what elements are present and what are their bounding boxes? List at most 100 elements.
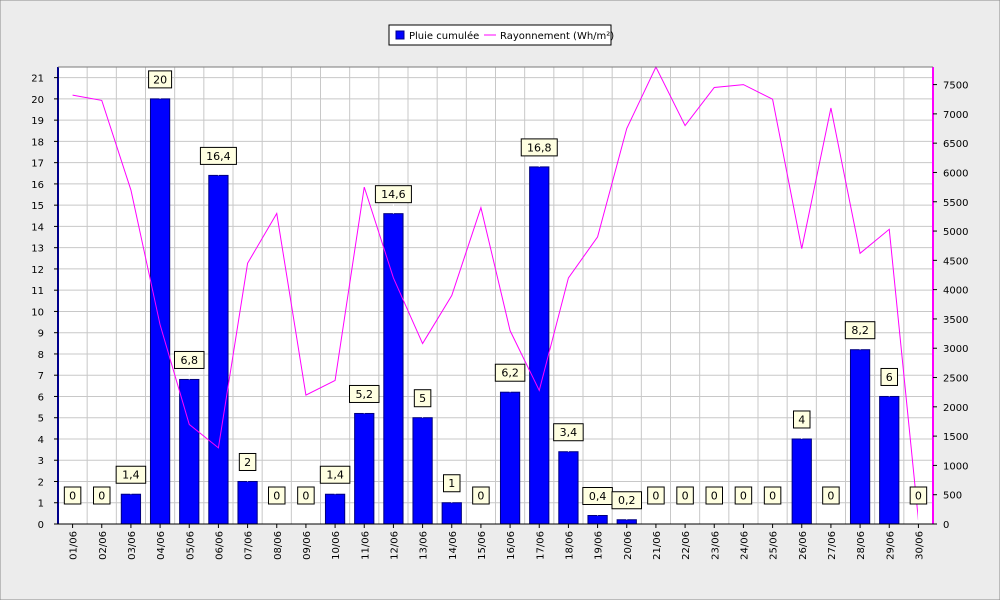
x-tick-label: 01/06 (69, 531, 80, 560)
data-label-box (793, 410, 811, 429)
x-tick-label: 29/06 (885, 531, 896, 560)
data-label-box (611, 491, 642, 510)
data-label: 0 (763, 486, 782, 524)
data-label: 0 (63, 486, 82, 524)
x-tick-label: 30/06 (914, 531, 925, 560)
left-tick-label: 9 (38, 329, 44, 340)
left-tick-label: 11 (31, 286, 44, 297)
left-tick-label: 10 (31, 307, 44, 318)
data-label-text: 16,8 (527, 141, 552, 154)
data-label-box (268, 486, 286, 505)
data-label-box (520, 138, 558, 157)
right-tick-label: 7000 (943, 110, 968, 121)
left-tick-label: 2 (38, 477, 44, 488)
left-tick-label: 12 (31, 265, 44, 276)
x-tick-label: 17/06 (535, 531, 546, 560)
data-label: 0,2 (611, 491, 642, 520)
data-label-box (880, 367, 898, 386)
right-tick-label: 6000 (943, 168, 968, 179)
legend-swatch-bar (395, 30, 405, 40)
data-label: 0 (822, 486, 840, 524)
data-label-box (844, 321, 876, 340)
x-tick-label: 13/06 (419, 531, 430, 560)
data-label-text: 0 (915, 490, 922, 503)
data-label: 1 (443, 474, 461, 503)
data-label-text: 0 (711, 490, 718, 503)
data-label-text: 0 (477, 490, 484, 503)
data-label-text: 0 (652, 490, 659, 503)
data-label: 0,4 (582, 486, 613, 516)
right-axis-ticks: 0 500 1000 1500 2000 2500 3000 3500 4000 4500 5000… (933, 81, 968, 531)
x-tick-label: 25/06 (769, 531, 780, 560)
right-tick-label: 2000 (943, 403, 968, 414)
left-tick-label: 15 (31, 201, 44, 212)
left-tick-label: 0 (38, 520, 44, 531)
right-tick-label: 500 (943, 491, 962, 502)
bar (324, 493, 346, 525)
data-label-box (297, 486, 315, 505)
bar (791, 438, 812, 525)
data-label-box (349, 384, 380, 403)
data-label: 0 (705, 486, 723, 524)
data-label-text: 0 (769, 490, 776, 503)
data-label-text: 0,2 (618, 494, 636, 507)
data-label-text: 8,2 (851, 324, 869, 337)
bar (149, 98, 171, 525)
data-label: 0 (297, 486, 315, 524)
data-label-box (319, 465, 351, 484)
right-tick-label: 1500 (943, 432, 968, 443)
data-label: 14,6 (374, 185, 412, 214)
left-tick-label: 8 (38, 350, 44, 361)
data-label-box (174, 350, 205, 369)
data-label-box (238, 452, 257, 471)
data-label-text: 0 (302, 490, 309, 503)
x-tick-label: 23/06 (710, 531, 721, 560)
right-tick-label: 2500 (943, 374, 968, 385)
data-label-box (115, 465, 147, 484)
data-label-text: 1,4 (122, 469, 140, 482)
left-tick-label: 17 (31, 159, 44, 170)
data-label-box (413, 389, 432, 408)
legend-box (388, 24, 612, 46)
bar (120, 493, 142, 525)
data-label-text: 6,2 (501, 367, 519, 380)
right-tick-label: 7500 (943, 81, 968, 92)
right-tick-label: 1000 (943, 461, 968, 472)
data-label-text: 16,4 (206, 150, 231, 163)
right-tick-label: 5000 (943, 227, 968, 238)
right-tick-label: 5500 (943, 198, 968, 209)
data-label-box (647, 486, 665, 505)
bar (587, 514, 608, 525)
x-tick-label: 18/06 (564, 531, 575, 560)
data-label-text: 0,4 (589, 490, 607, 503)
data-label: 0 (734, 486, 753, 524)
x-tick-label: 06/06 (214, 531, 225, 560)
data-label-box (443, 474, 461, 493)
x-tick-label: 24/06 (739, 531, 750, 560)
right-tick-label: 0 (943, 520, 949, 531)
x-tick-label: 12/06 (389, 531, 400, 560)
data-label-text: 0 (682, 490, 689, 503)
data-label: 1,4 (319, 465, 351, 495)
x-tick-label: 11/06 (360, 531, 371, 560)
data-label: 16,4 (199, 146, 237, 176)
data-label-box (374, 185, 412, 204)
left-tick-label: 3 (38, 456, 44, 467)
left-tick-label: 19 (31, 116, 44, 127)
x-tick-label: 20/06 (623, 531, 634, 560)
data-label: 8,2 (844, 321, 876, 350)
legend: Pluie cumulée Rayonnement (Wh/m²) (388, 24, 614, 46)
data-label: 5 (413, 389, 432, 418)
data-label: 0 (909, 486, 928, 524)
data-label-box (63, 486, 82, 505)
data-label: 3,4 (553, 423, 584, 452)
left-tick-label: 16 (31, 180, 44, 191)
bar (441, 502, 462, 525)
data-label-box (909, 486, 928, 505)
x-tick-label: 14/06 (448, 531, 459, 560)
right-tick-label: 6500 (943, 139, 968, 150)
data-label: 0 (676, 486, 694, 524)
data-label: 6,2 (494, 363, 526, 393)
